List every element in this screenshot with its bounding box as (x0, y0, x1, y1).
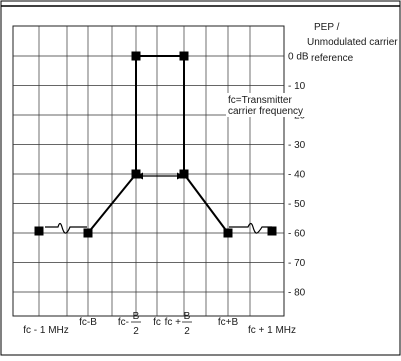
x-label-fc-minus-b2-prefix: fc- (118, 317, 129, 328)
vertical-gridlines (38, 26, 251, 316)
left-squiggle (45, 222, 87, 234)
marker-top-right (179, 51, 189, 61)
y-tick-label: 0 dB (288, 52, 309, 63)
x-label-fc-plus-b: fc+B (218, 317, 239, 328)
y-tick-label: - 60 (288, 229, 306, 240)
pep-line-1: PEP / (314, 22, 340, 33)
annotation-line-2: carrier frequency (228, 106, 303, 117)
marker-top-left (131, 51, 141, 61)
pep-reference-label: PEP / Unmodulated carrier reference (307, 22, 398, 64)
y-tick-label: - 80 (288, 288, 306, 299)
marker-mid-left (131, 169, 141, 179)
x-axis-labels: fc - 1 MHz fc-B fc- B 2 fc fc + B 2 fc+B… (23, 311, 296, 337)
y-tick-label: - 70 (288, 258, 306, 269)
x-label-fc-minus-b2-num: B (133, 311, 140, 322)
x-label-fc-plus-1mhz: fc + 1 MHz (248, 325, 296, 336)
bandwidth-arrow (136, 172, 184, 180)
y-tick-label: - 10 (288, 81, 306, 92)
marker-edge-right (267, 226, 277, 236)
marker-edge-left (34, 226, 44, 236)
mask-curve (87, 55, 229, 234)
pep-line-3: reference (311, 53, 354, 64)
corner-markers (34, 51, 277, 238)
x-label-fc-minus-1mhz: fc - 1 MHz (23, 325, 69, 336)
y-axis-labels: 0 dB- 10- 20- 30- 40- 50- 60- 70- 80 (288, 52, 309, 299)
x-label-fc-plus-b2-num: B (184, 311, 191, 322)
marker-low-left (83, 228, 93, 238)
y-tick-label: - 40 (288, 170, 306, 181)
right-squiggle (229, 222, 272, 234)
x-label-fc-minus-b2-den: 2 (133, 326, 139, 337)
pep-line-2: Unmodulated carrier (307, 37, 398, 48)
annotation-background (226, 93, 306, 117)
x-label-fc: fc (153, 317, 161, 328)
marker-mid-right (179, 169, 189, 179)
x-label-fc-plus-b2-prefix: fc + (165, 317, 182, 328)
mask-line (87, 55, 229, 234)
x-label-fc-plus-b2-den: 2 (184, 326, 190, 337)
chart-frame (12, 25, 285, 317)
annotation-line-1: fc=Transmitter (228, 95, 292, 106)
y-tick-label: - 30 (288, 140, 306, 151)
y-tick-label: - 50 (288, 199, 306, 210)
marker-low-right (223, 228, 233, 238)
x-label-fc-minus-b: fc-B (79, 317, 97, 328)
horizontal-gridlines (13, 55, 284, 293)
